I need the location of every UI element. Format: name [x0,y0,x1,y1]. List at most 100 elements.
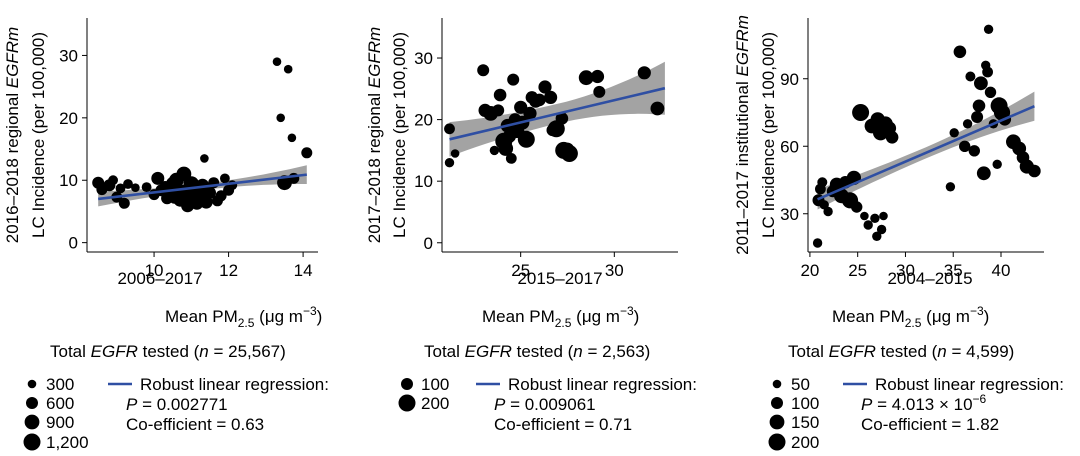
y-axis-label-emphasis: EGFRm [365,27,384,88]
size-legend-label: 900 [46,413,74,432]
y-tick-label: 20 [59,109,78,128]
total-tested-n: n [199,342,208,361]
data-point [560,145,578,162]
total-tested-text: tested ( [138,342,200,361]
x-tick-label: 25 [511,261,530,280]
data-point [945,182,956,192]
y-axis-label: 2011–2017 institutional EGFRm [733,15,752,255]
x-axis-period: 2004–2015 [887,269,972,288]
data-point [108,175,118,186]
size-legend-dot [27,379,37,389]
x-axis-label-main: Mean PM [832,307,905,326]
data-point [118,197,130,209]
y-axis-label: 2016–2018 regional EGFRm [3,27,22,243]
data-point [204,186,216,199]
size-legend-label: 300 [46,375,74,394]
x-axis-label-subscript: 2.5 [905,316,922,330]
data-point [505,153,517,164]
right-panel: 30 60 90 20 25 30 35 40 2011–2017 institutional … [733,15,1064,452]
x-tick-label: 40 [992,261,1011,280]
data-point [650,101,665,116]
regression-legend-p-value: = 4.013 × 10 [872,395,972,414]
data-point [283,64,293,74]
y-tick-label: 30 [780,205,799,224]
regression-legend-p-symbol: P [861,395,873,414]
y-tick-label: 90 [780,70,799,89]
regression-legend-coef: Co-efficient = 0.71 [494,415,632,434]
data-point [151,171,165,185]
y-axis-label-text: 2017–2018 regional [365,88,384,243]
data-point [493,88,507,102]
data-point [851,201,863,213]
data-point [860,211,869,221]
x-axis-label: Mean PM2.5 (μg m−3) [165,304,322,330]
data-point [590,69,605,84]
regression-legend-coef: Co-efficient = 1.82 [861,415,999,434]
regression-legend-p: P = 0.009061 [494,395,596,414]
y-axis-label: 2017–2018 regional EGFRm [365,27,384,243]
x-tick-label: 25 [848,261,867,280]
regression-line [449,86,666,141]
regression-legend-coef: Co-efficient = 0.63 [126,415,264,434]
x-tick-label: 12 [219,261,238,280]
data-point [885,131,899,144]
total-tested-n: n [573,342,582,361]
data-point [276,113,286,123]
data-point [123,179,133,189]
data-point [863,220,873,230]
y-tick-label: 10 [59,171,78,190]
data-point [879,211,888,221]
data-point [199,195,213,209]
total-tested: Total EGFR tested (n = 4,599) [788,342,1014,361]
data-point [544,90,558,104]
data-point [972,99,986,113]
data-point [968,145,980,157]
size-legend-label: 100 [421,375,449,394]
total-tested-text: Total [788,342,829,361]
size-legend-label: 1,200 [46,433,89,452]
regression-legend-p-value: = 0.009061 [505,395,595,414]
data-point [992,159,1002,169]
total-tested-count: = 25,567) [209,342,286,361]
y-axis-label-text: 2016–2018 regional [3,88,22,243]
regression-legend-p-symbol: P [494,395,506,414]
regression-legend-p-symbol: P [126,395,138,414]
y-axis-label-emphasis: EGFRm [733,15,752,76]
size-legend-dot [771,397,783,409]
data-point [272,57,282,66]
data-point [444,158,455,168]
x-axis-label-exponent: −3 [620,304,634,318]
size-legend-label: 50 [791,375,810,394]
x-axis-label-close: ) [634,307,640,326]
data-point [131,183,140,192]
y-tick-label: 20 [414,111,433,130]
regression-legend-title: Robust linear regression: [140,375,329,394]
data-point [498,141,514,156]
data-point [555,112,569,125]
total-tested-gene: EGFR [829,342,876,361]
y-axis-label-line2: LC Incidence (per 100,000) [29,32,48,238]
total-tested-gene: EGFR [91,342,138,361]
regression-legend-title: Robust linear regression: [875,375,1064,394]
total-tested-text: tested ( [512,342,574,361]
y-axis-label-line2: LC Incidence (per 100,000) [390,32,409,238]
data-point [477,64,490,77]
size-legend-label: 100 [791,394,819,413]
data-point [1028,164,1041,178]
x-axis-label-close: ) [984,307,990,326]
y-axis-label-line2: LC Incidence (per 100,000) [759,32,778,238]
data-point [823,206,833,217]
total-tested: Total EGFR tested (n = 2,563) [424,342,650,361]
y-tick-label: 30 [59,46,78,65]
size-legend-dot [23,433,41,451]
data-point [533,93,546,107]
size-legend-dot [24,414,40,430]
regression-legend-p-value: = 0.002771 [137,395,227,414]
data-point [301,147,313,159]
data-point [959,140,971,152]
data-point [523,106,537,120]
y-axis-label-emphasis: EGFRm [3,27,22,88]
total-tested-count: = 4,599) [947,342,1015,361]
data-point [141,182,152,193]
